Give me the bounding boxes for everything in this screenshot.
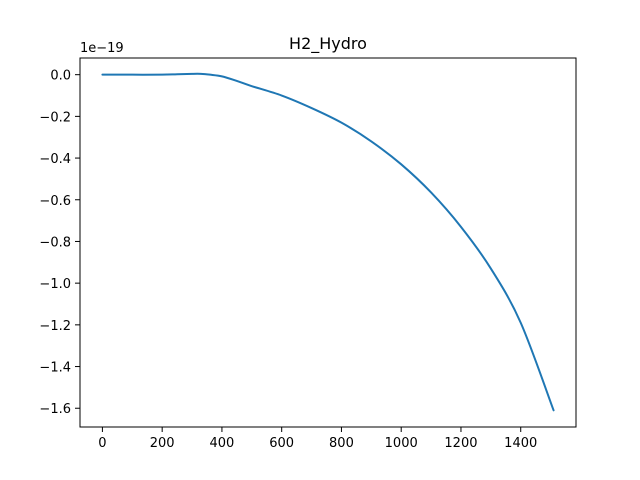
chart-title: H2_Hydro (289, 34, 367, 54)
y-tick-label: −0.4 (39, 152, 71, 167)
x-tick-label: 800 (329, 436, 354, 451)
plot-area-frame (79, 57, 577, 428)
y-axis-offset-label: 1e−19 (80, 41, 124, 56)
y-tick-label: −1.4 (39, 361, 71, 376)
x-tick-label: 0 (98, 436, 106, 451)
y-tick-label: −0.8 (39, 235, 71, 250)
y-tick-label: −0.2 (39, 110, 71, 125)
x-tick-label: 600 (269, 436, 294, 451)
y-tick-label: −1.6 (39, 402, 71, 417)
y-tick-label: −0.6 (39, 194, 71, 209)
x-tick-label: 200 (150, 436, 175, 451)
tick-layer: 0 200 400 600 800 1000 1200 1400 0.0 −0.2 −0.4 −0.6… (39, 69, 537, 451)
y-tick-label: 0.0 (50, 69, 71, 84)
y-tick-label: −1.0 (39, 277, 71, 292)
x-tick-label: 1400 (504, 436, 537, 451)
x-tick-label: 1000 (385, 436, 418, 451)
series-line-0 (101, 72, 555, 412)
x-tick-label: 400 (210, 436, 235, 451)
series-layer (101, 72, 555, 412)
x-tick-label: 1200 (444, 436, 477, 451)
y-tick-label: −1.2 (39, 319, 71, 334)
